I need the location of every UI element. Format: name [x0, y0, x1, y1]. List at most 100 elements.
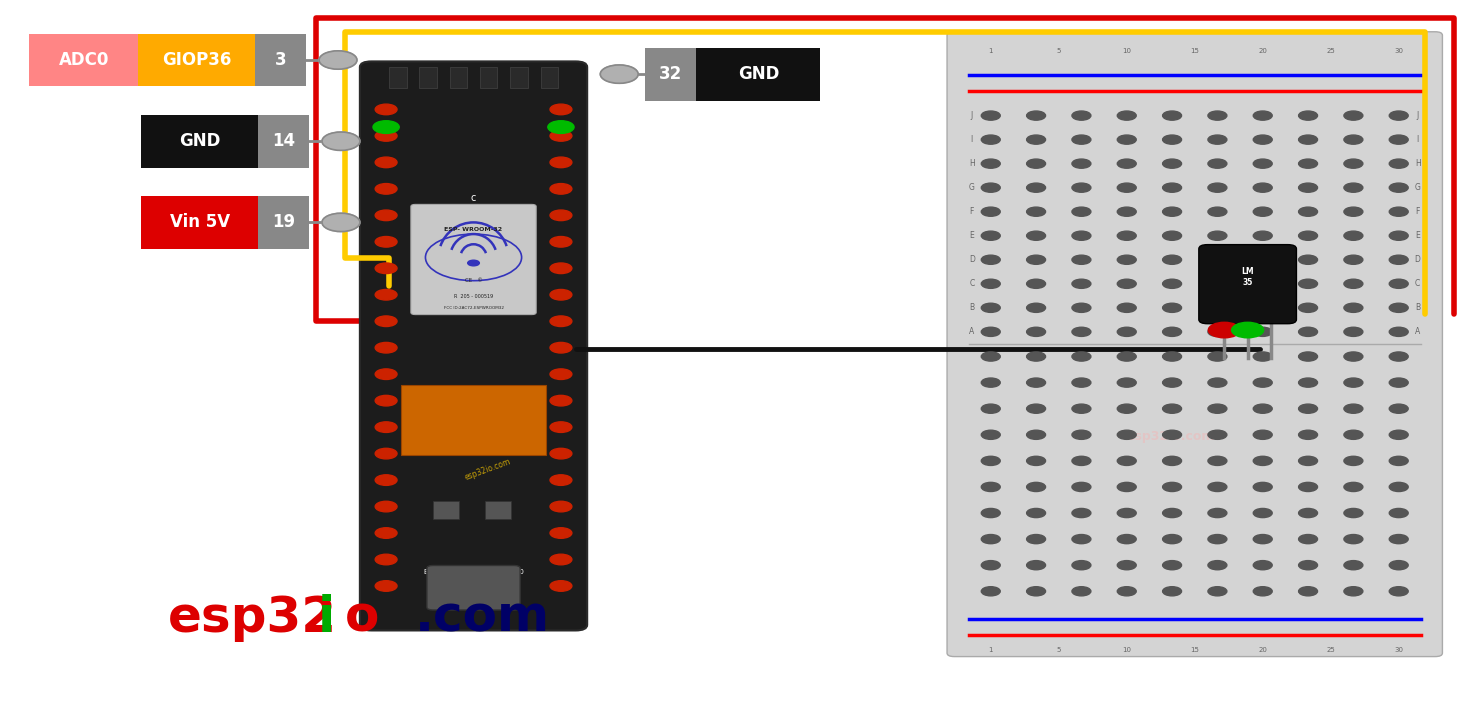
Circle shape — [551, 474, 571, 486]
Circle shape — [551, 421, 571, 432]
Circle shape — [1208, 183, 1227, 192]
Circle shape — [551, 501, 571, 512]
Circle shape — [1072, 404, 1091, 413]
Text: esp32io.com: esp32io.com — [1126, 431, 1215, 443]
Circle shape — [1163, 378, 1182, 387]
Circle shape — [1390, 183, 1407, 192]
FancyBboxPatch shape — [433, 501, 459, 519]
Circle shape — [1298, 404, 1317, 413]
Circle shape — [1343, 231, 1362, 240]
Circle shape — [1208, 430, 1227, 439]
Text: 32: 32 — [660, 65, 682, 83]
Circle shape — [1027, 183, 1046, 192]
Circle shape — [1390, 111, 1407, 120]
Circle shape — [1298, 482, 1317, 491]
Circle shape — [1163, 231, 1182, 240]
Text: o: o — [345, 594, 380, 642]
Circle shape — [1390, 352, 1407, 361]
Circle shape — [1343, 587, 1362, 596]
Text: esp32: esp32 — [168, 594, 337, 642]
Circle shape — [376, 474, 396, 486]
Text: D: D — [969, 256, 975, 264]
Circle shape — [551, 210, 571, 220]
Circle shape — [1118, 404, 1136, 413]
Circle shape — [1208, 322, 1240, 338]
Circle shape — [376, 369, 396, 380]
Circle shape — [1298, 135, 1317, 144]
Circle shape — [1253, 327, 1272, 336]
Text: GIOP36: GIOP36 — [162, 51, 232, 69]
Circle shape — [1343, 327, 1362, 336]
Circle shape — [1118, 327, 1136, 336]
Circle shape — [1118, 456, 1136, 465]
Circle shape — [1390, 534, 1407, 544]
Circle shape — [1208, 327, 1227, 336]
Text: F: F — [1415, 207, 1421, 216]
Circle shape — [551, 369, 571, 380]
Circle shape — [1118, 135, 1136, 144]
Circle shape — [376, 448, 396, 459]
Circle shape — [376, 157, 396, 167]
Circle shape — [1163, 111, 1182, 120]
Text: E: E — [1415, 232, 1421, 240]
FancyBboxPatch shape — [29, 33, 138, 86]
Circle shape — [1390, 231, 1407, 240]
Circle shape — [1072, 255, 1091, 264]
Text: J: J — [1416, 111, 1419, 120]
Circle shape — [1163, 135, 1182, 144]
Circle shape — [1027, 352, 1046, 361]
Text: C: C — [1415, 280, 1421, 288]
Circle shape — [1118, 352, 1136, 361]
Circle shape — [551, 184, 571, 194]
Circle shape — [1343, 534, 1362, 544]
Circle shape — [1343, 430, 1362, 439]
Circle shape — [1072, 456, 1091, 465]
Circle shape — [1298, 279, 1317, 288]
Circle shape — [1118, 183, 1136, 192]
Circle shape — [1343, 404, 1362, 413]
Circle shape — [1027, 303, 1046, 312]
Text: H: H — [969, 159, 975, 168]
Circle shape — [1208, 561, 1227, 570]
Circle shape — [551, 528, 571, 538]
FancyBboxPatch shape — [401, 385, 546, 455]
Circle shape — [551, 395, 571, 406]
Circle shape — [1027, 327, 1046, 336]
Text: LM
35: LM 35 — [1241, 268, 1254, 287]
Text: G: G — [1415, 183, 1421, 192]
Text: c: c — [471, 193, 476, 203]
Circle shape — [551, 263, 571, 274]
Text: 5: 5 — [1056, 48, 1061, 54]
Text: 1: 1 — [988, 48, 994, 54]
Text: esp32io.com: esp32io.com — [463, 457, 513, 482]
Circle shape — [551, 237, 571, 247]
Circle shape — [322, 132, 360, 150]
Circle shape — [1072, 587, 1091, 596]
Circle shape — [551, 157, 571, 167]
Circle shape — [1163, 303, 1182, 312]
Circle shape — [1298, 159, 1317, 168]
Circle shape — [1163, 456, 1182, 465]
Text: ADC0: ADC0 — [58, 51, 109, 69]
FancyBboxPatch shape — [541, 67, 558, 88]
Circle shape — [1343, 352, 1362, 361]
Circle shape — [1163, 183, 1182, 192]
Text: D: D — [1415, 256, 1421, 264]
Text: R  205 - 000519: R 205 - 000519 — [455, 294, 492, 299]
FancyBboxPatch shape — [258, 114, 309, 167]
Circle shape — [1253, 508, 1272, 517]
Circle shape — [1298, 534, 1317, 544]
Text: A: A — [1415, 328, 1421, 336]
Circle shape — [1027, 587, 1046, 596]
Circle shape — [1072, 561, 1091, 570]
Circle shape — [1118, 159, 1136, 168]
Circle shape — [1208, 303, 1227, 312]
FancyBboxPatch shape — [450, 67, 468, 88]
Circle shape — [1208, 352, 1227, 361]
Circle shape — [1208, 404, 1227, 413]
Circle shape — [1390, 430, 1407, 439]
Circle shape — [1118, 482, 1136, 491]
Circle shape — [376, 104, 396, 114]
Circle shape — [376, 131, 396, 141]
Circle shape — [1072, 534, 1091, 544]
